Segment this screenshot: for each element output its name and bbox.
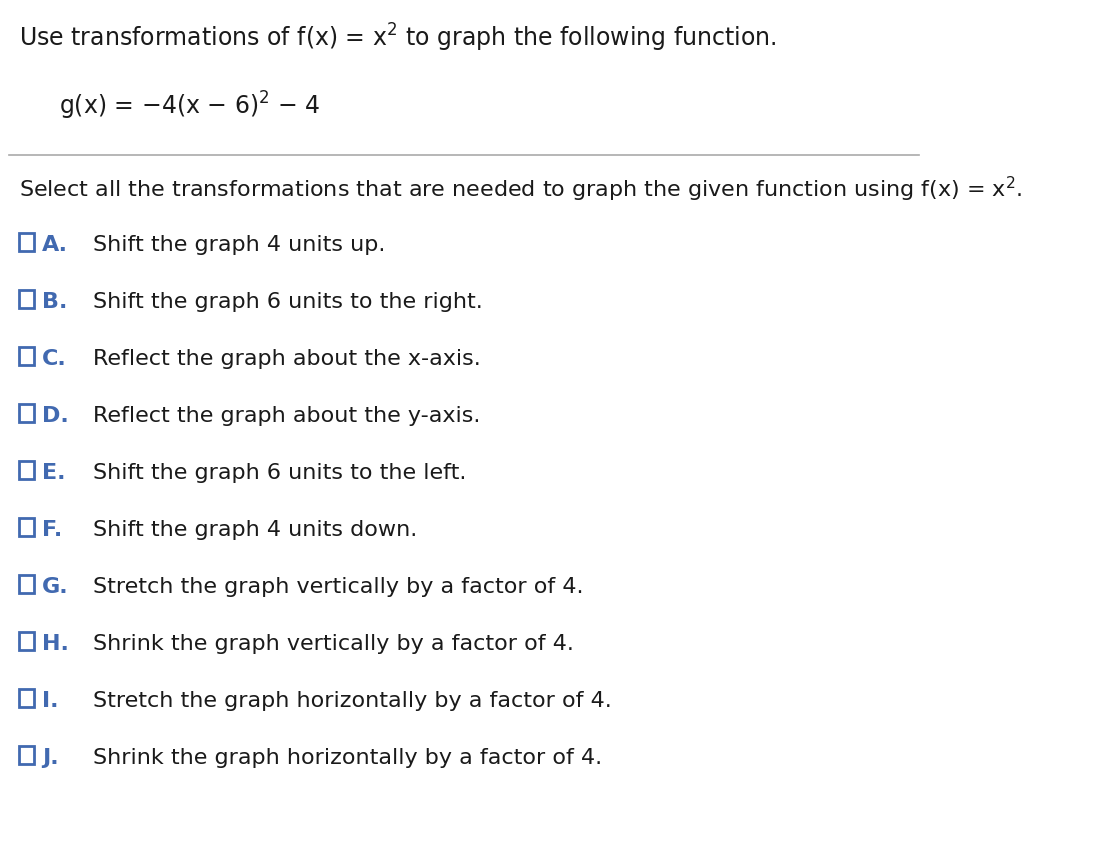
- Text: A.: A.: [43, 235, 68, 255]
- Text: B.: B.: [43, 292, 68, 312]
- Text: Reflect the graph about the x-axis.: Reflect the graph about the x-axis.: [93, 349, 481, 369]
- Text: Shift the graph 4 units down.: Shift the graph 4 units down.: [93, 520, 417, 540]
- Text: Shift the graph 4 units up.: Shift the graph 4 units up.: [93, 235, 385, 255]
- Text: J.: J.: [43, 748, 59, 768]
- FancyBboxPatch shape: [19, 404, 34, 422]
- Text: Use transformations of f(x) = x$^2$ to graph the following function.: Use transformations of f(x) = x$^2$ to g…: [19, 22, 776, 54]
- Text: I.: I.: [43, 691, 59, 711]
- Text: Shift the graph 6 units to the left.: Shift the graph 6 units to the left.: [93, 463, 467, 483]
- FancyBboxPatch shape: [19, 746, 34, 764]
- Text: Reflect the graph about the y-axis.: Reflect the graph about the y-axis.: [93, 406, 481, 426]
- Text: F.: F.: [43, 520, 63, 540]
- Text: Shrink the graph horizontally by a factor of 4.: Shrink the graph horizontally by a facto…: [93, 748, 602, 768]
- FancyBboxPatch shape: [19, 689, 34, 707]
- Text: C.: C.: [43, 349, 67, 369]
- Text: Shrink the graph vertically by a factor of 4.: Shrink the graph vertically by a factor …: [93, 634, 574, 654]
- FancyBboxPatch shape: [19, 290, 34, 308]
- FancyBboxPatch shape: [19, 347, 34, 365]
- Text: G.: G.: [43, 577, 69, 597]
- Text: E.: E.: [43, 463, 66, 483]
- Text: Shift the graph 6 units to the right.: Shift the graph 6 units to the right.: [93, 292, 483, 312]
- FancyBboxPatch shape: [19, 461, 34, 479]
- Text: H.: H.: [43, 634, 69, 654]
- FancyBboxPatch shape: [19, 632, 34, 650]
- Text: Stretch the graph vertically by a factor of 4.: Stretch the graph vertically by a factor…: [93, 577, 583, 597]
- Text: D.: D.: [43, 406, 69, 426]
- Text: Stretch the graph horizontally by a factor of 4.: Stretch the graph horizontally by a fact…: [93, 691, 612, 711]
- FancyBboxPatch shape: [19, 518, 34, 536]
- FancyBboxPatch shape: [19, 575, 34, 593]
- Text: Select all the transformations that are needed to graph the given function using: Select all the transformations that are …: [19, 175, 1022, 204]
- FancyBboxPatch shape: [19, 233, 34, 251]
- Text: g(x) = $-$4(x $-$ 6)$^2$ $-$ 4: g(x) = $-$4(x $-$ 6)$^2$ $-$ 4: [59, 90, 321, 122]
